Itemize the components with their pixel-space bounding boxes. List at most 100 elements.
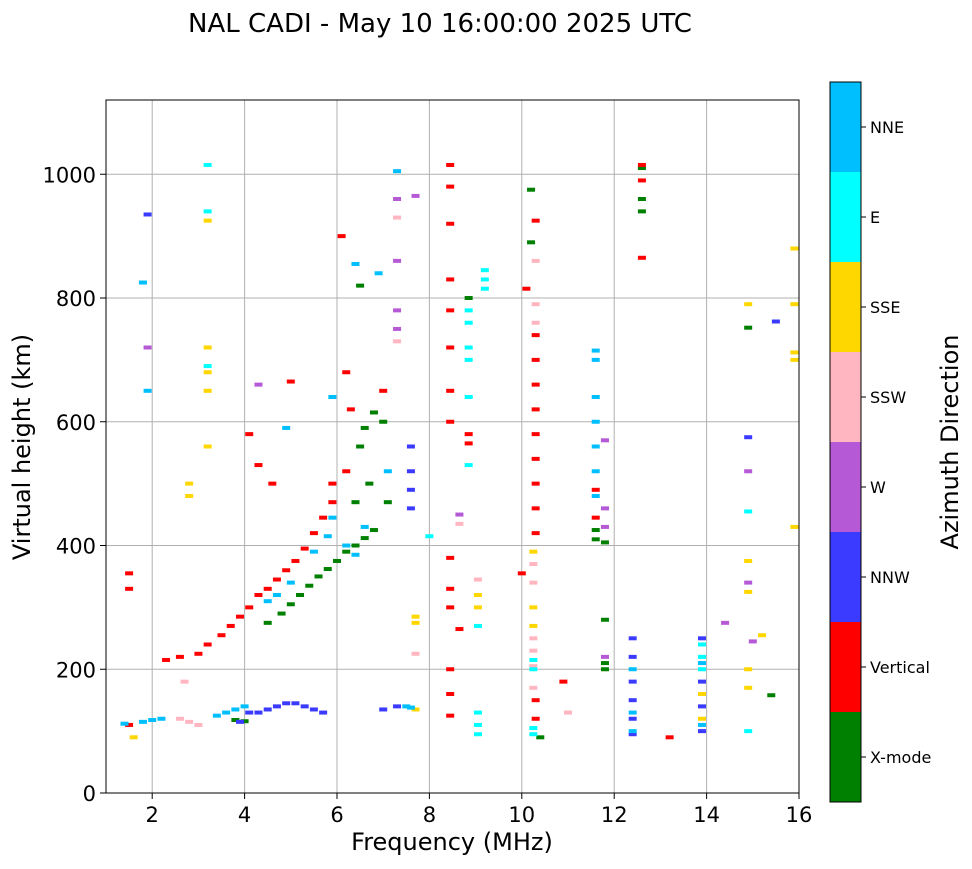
data-point-vertical	[446, 586, 455, 591]
data-point-e	[480, 268, 489, 273]
data-point-vertical	[379, 388, 388, 393]
data-point-nnw	[697, 679, 706, 684]
data-point-sse	[758, 633, 767, 638]
data-point-e	[464, 308, 473, 313]
data-point-nne	[222, 710, 231, 715]
y-axis-label: Virtual height (km)	[8, 334, 36, 560]
y-tick-label: 1000	[43, 163, 96, 187]
data-point-nnw	[697, 729, 706, 734]
data-point-ssw	[529, 664, 538, 669]
data-point-w	[393, 197, 402, 201]
data-point-x-mode	[600, 667, 609, 672]
y-tick-label: 200	[56, 658, 96, 682]
data-point-vertical	[591, 487, 600, 492]
data-point-vertical	[665, 735, 674, 740]
data-point-e	[464, 463, 473, 468]
data-point-vertical	[531, 218, 540, 223]
data-point-nne	[393, 169, 402, 174]
data-point-vertical	[342, 469, 351, 474]
x-tick-label: 16	[786, 803, 813, 827]
x-tick-label: 14	[693, 803, 720, 827]
data-point-nnw	[319, 710, 328, 715]
data-point-ssw	[531, 320, 540, 325]
data-point-e	[473, 732, 482, 737]
data-point-vertical	[226, 623, 235, 628]
data-point-nnw	[263, 707, 272, 712]
data-point-vertical	[446, 419, 455, 424]
data-point-nne	[591, 494, 600, 498]
data-point-vertical	[245, 432, 254, 437]
data-point-vertical	[446, 184, 455, 189]
data-point-vertical	[637, 178, 646, 183]
data-point-w	[393, 308, 402, 313]
data-point-vertical	[217, 633, 226, 638]
data-point-x-mode	[356, 283, 365, 288]
data-point-vertical	[531, 382, 540, 387]
data-point-x-mode	[263, 620, 272, 625]
data-point-vertical	[591, 515, 600, 520]
data-point-e	[473, 710, 482, 715]
data-point-nnw	[406, 506, 415, 511]
data-point-vertical	[637, 255, 646, 260]
data-point-vertical	[531, 357, 540, 362]
data-point-e	[744, 509, 753, 514]
data-point-w	[600, 654, 609, 659]
data-point-vertical	[446, 692, 455, 696]
data-point-vertical	[637, 162, 646, 167]
colorbar-tick-label: NNE	[870, 118, 904, 137]
data-point-sse	[790, 246, 799, 251]
data-point-vertical	[245, 605, 254, 610]
data-point-ssw	[473, 577, 482, 582]
x-tick-label: 10	[508, 803, 535, 827]
data-point-e	[529, 667, 538, 672]
data-point-x-mode	[527, 187, 536, 192]
data-point-w	[254, 382, 263, 387]
data-point-nne	[138, 719, 147, 724]
data-point-e	[529, 732, 538, 737]
data-point-w	[721, 620, 730, 625]
data-point-vertical	[175, 654, 184, 659]
colorbar-swatch-vertical	[830, 622, 861, 712]
data-point-e	[480, 277, 489, 282]
data-point-x-mode	[360, 536, 369, 541]
data-point-nnw	[393, 704, 402, 709]
data-point-w	[393, 326, 402, 331]
data-point-vertical	[203, 642, 212, 647]
data-point-e	[203, 364, 212, 369]
data-point-nnw	[254, 710, 263, 715]
data-point-vertical	[455, 627, 464, 632]
data-point-ssw	[175, 716, 184, 721]
data-point-vertical	[319, 515, 328, 520]
colorbar-swatch-e	[830, 172, 861, 262]
x-tick-label: 6	[330, 803, 343, 827]
data-point-vertical	[291, 558, 300, 563]
data-point-nnw	[245, 710, 254, 715]
data-point-vertical	[531, 698, 540, 703]
data-point-ssw	[531, 258, 540, 263]
data-point-nne	[272, 593, 281, 597]
data-point-nnw	[771, 319, 780, 324]
data-point-vertical	[446, 667, 455, 672]
data-point-e	[744, 729, 753, 734]
data-point-vertical	[531, 333, 540, 338]
data-point-e	[697, 667, 706, 672]
data-point-x-mode	[351, 543, 360, 548]
data-point-nne	[591, 419, 600, 424]
data-point-nne	[143, 388, 152, 393]
colorbar-label: Azimuth Direction	[936, 335, 964, 550]
data-point-nne	[328, 395, 337, 399]
data-point-x-mode	[744, 325, 753, 330]
colorbar-tick-label: Vertical	[870, 658, 930, 677]
data-point-w	[600, 506, 609, 511]
data-point-nne	[282, 425, 291, 430]
data-point-vertical	[286, 379, 295, 384]
colorbar-tick-label: SSW	[870, 388, 906, 407]
x-tick-label: 4	[238, 803, 251, 827]
data-point-vertical	[517, 571, 526, 576]
data-point-x-mode	[600, 661, 609, 666]
data-point-vertical	[464, 441, 473, 446]
data-point-sse	[790, 357, 799, 362]
data-point-vertical	[162, 657, 171, 662]
data-point-nnw	[406, 487, 415, 492]
data-point-sse	[790, 302, 799, 307]
